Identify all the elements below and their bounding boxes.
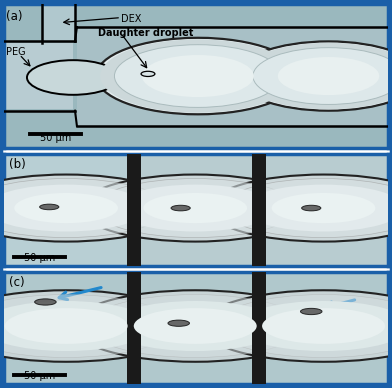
Bar xyxy=(252,154,266,266)
Bar xyxy=(260,272,388,384)
Circle shape xyxy=(109,301,281,351)
Circle shape xyxy=(222,178,392,237)
Circle shape xyxy=(168,320,189,326)
Circle shape xyxy=(0,294,174,357)
Text: 50 μm: 50 μm xyxy=(40,133,71,143)
Text: PEG: PEG xyxy=(6,47,25,57)
Text: 50 μm: 50 μm xyxy=(24,371,55,381)
Circle shape xyxy=(243,185,392,232)
Circle shape xyxy=(94,178,297,237)
Circle shape xyxy=(141,71,155,76)
Bar xyxy=(134,272,260,384)
Bar xyxy=(252,272,266,384)
Circle shape xyxy=(27,60,119,95)
Circle shape xyxy=(302,205,321,211)
Text: (a): (a) xyxy=(6,10,22,23)
Circle shape xyxy=(201,290,392,362)
Text: 50 μm: 50 μm xyxy=(24,253,55,263)
Bar xyxy=(134,154,260,266)
Circle shape xyxy=(143,193,247,223)
Circle shape xyxy=(171,205,190,211)
Circle shape xyxy=(262,308,385,344)
Circle shape xyxy=(253,48,392,104)
Bar xyxy=(127,154,141,266)
Circle shape xyxy=(0,290,189,362)
Circle shape xyxy=(34,299,56,305)
Circle shape xyxy=(0,301,152,351)
Circle shape xyxy=(236,42,392,111)
Circle shape xyxy=(240,43,392,109)
Bar xyxy=(43,4,74,42)
Circle shape xyxy=(0,178,167,237)
Bar xyxy=(127,272,141,384)
Bar xyxy=(77,27,388,126)
Circle shape xyxy=(0,185,147,232)
Text: (b): (b) xyxy=(9,158,25,171)
Circle shape xyxy=(87,294,303,357)
Text: DEX: DEX xyxy=(121,14,142,24)
Circle shape xyxy=(301,308,322,315)
Circle shape xyxy=(215,294,392,357)
Circle shape xyxy=(100,39,296,113)
Circle shape xyxy=(278,57,379,95)
Bar xyxy=(260,154,388,266)
Bar xyxy=(77,42,388,111)
Circle shape xyxy=(40,204,59,210)
Circle shape xyxy=(96,38,300,114)
Circle shape xyxy=(0,175,181,242)
Circle shape xyxy=(72,290,318,362)
Text: (c): (c) xyxy=(9,276,24,289)
Text: Daughter droplet: Daughter droplet xyxy=(98,28,193,38)
Circle shape xyxy=(134,308,257,344)
Circle shape xyxy=(272,193,376,223)
Circle shape xyxy=(14,193,118,223)
Circle shape xyxy=(114,45,281,107)
Circle shape xyxy=(80,175,310,242)
Circle shape xyxy=(208,175,392,242)
Circle shape xyxy=(5,308,128,344)
Circle shape xyxy=(114,185,276,232)
Circle shape xyxy=(238,301,392,351)
Circle shape xyxy=(142,55,254,97)
Bar xyxy=(4,43,73,109)
